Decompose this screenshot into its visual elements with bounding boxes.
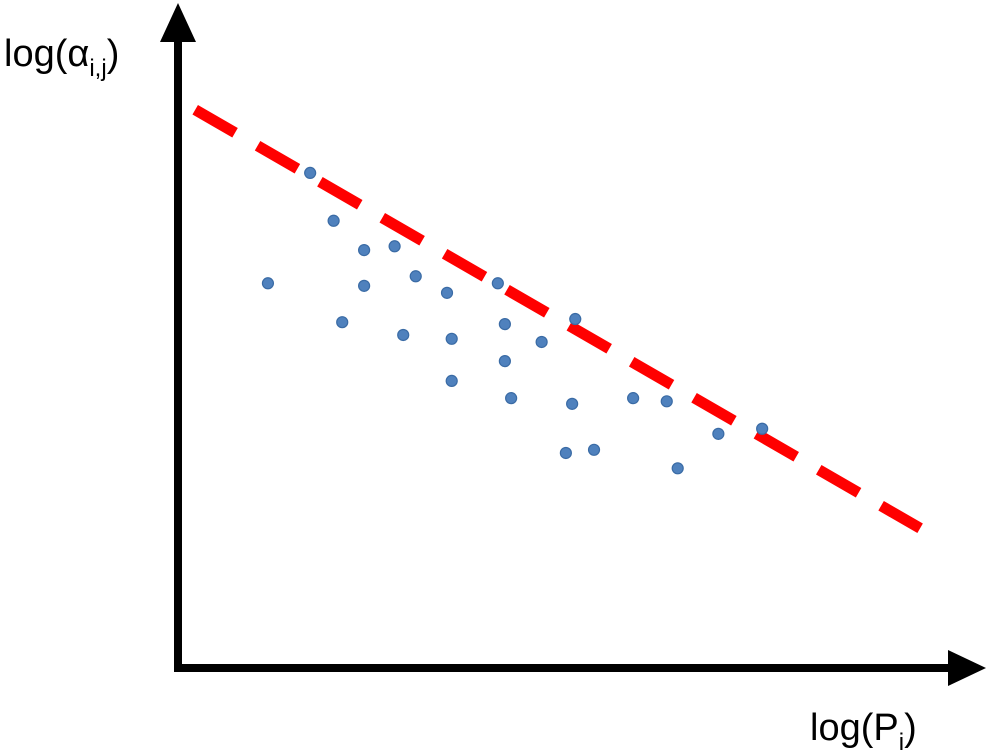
data-point [388,240,401,253]
data-point [304,166,317,180]
data-point [535,335,548,349]
y-label-close: ) [107,33,120,75]
data-point [559,446,572,460]
data-point [445,374,458,387]
data-point [498,318,511,331]
data-point [756,422,769,435]
data-point [627,392,640,405]
data-point [397,328,410,342]
x-axis-arrow [948,650,986,686]
data-point [660,395,673,408]
data-point [445,332,458,345]
trend-line [192,104,923,534]
data-point [587,443,601,456]
data-point [498,355,511,368]
y-label-main: log(α [4,33,89,75]
x-label-close: ) [904,707,917,749]
data-point [327,214,340,227]
data-point [566,397,579,410]
data-point [336,316,349,329]
data-point [671,462,684,475]
data-point [712,427,725,440]
data-point [358,244,371,257]
x-label-sub: i [899,729,904,751]
x-axis-label: log(Pi) [810,707,917,751]
y-axis-arrow [160,3,196,42]
data-point [358,279,371,292]
data-point [505,392,518,405]
y-axis-label: log(αi,j) [4,33,119,82]
data-point [409,270,422,283]
y-label-sub: i,j [89,55,106,82]
data-point [491,277,504,290]
x-label-main: log(P [810,707,899,749]
data-point [569,312,582,326]
data-point [261,277,275,290]
data-point [440,286,454,299]
